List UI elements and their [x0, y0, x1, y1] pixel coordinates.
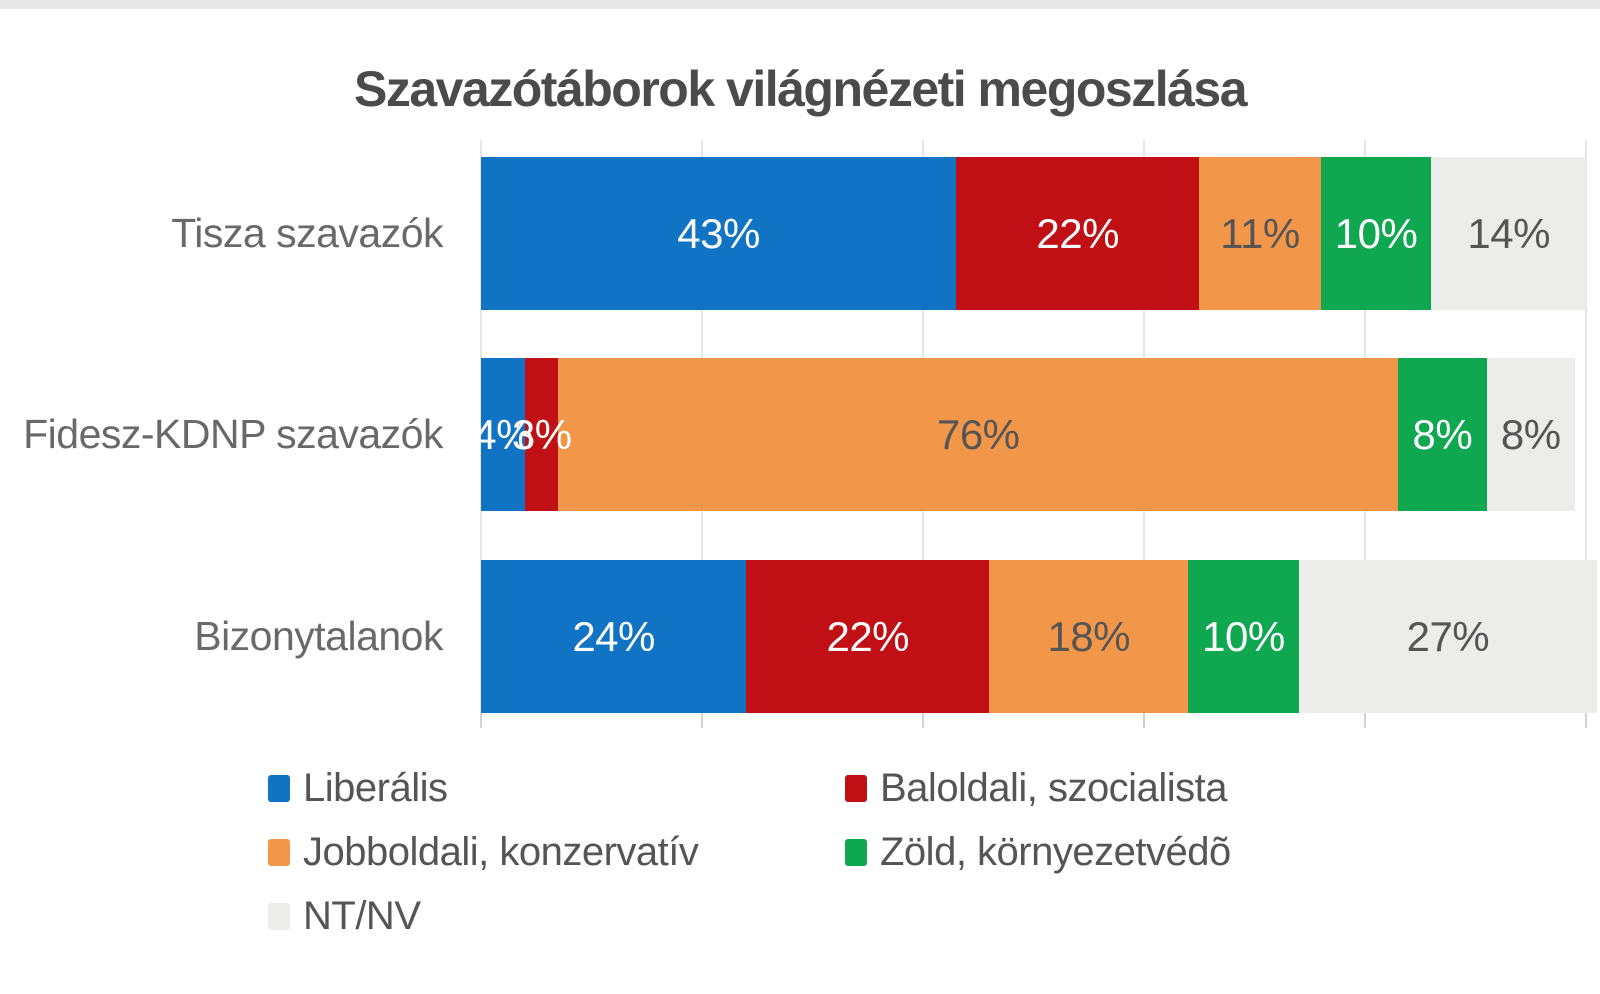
value-label: 4% [473, 410, 533, 458]
chart-legend: Liberális Baloldali, szocialista Jobboldal… [268, 764, 1231, 940]
bar-segment-bizonytalanok-baloldali-szocialista: 22% [746, 560, 990, 713]
bar-row-tisza-szavaz-k: 43% 22% 11% 10% 14% [481, 157, 1586, 310]
top-border-strip [0, 0, 1600, 9]
bar-segment-fidesz-kdnp-szavaz-k-jobboldali-konzervat-v: 76% [558, 358, 1399, 511]
value-label: 76% [936, 410, 1020, 458]
axis-tick-100 [1585, 713, 1587, 728]
value-label: 22% [826, 612, 910, 660]
category-label-bizonytalanok: Bizonytalanok [194, 613, 443, 659]
legend-label: Baloldali, szocialista [880, 765, 1227, 810]
legend-swatch-z-ld-k-rnyezetv-d [845, 838, 867, 866]
bar-segment-tisza-szavaz-k-nt-nv: 14% [1431, 157, 1586, 310]
bar-segment-bizonytalanok-z-ld-k-rnyezetv-d: 10% [1188, 560, 1299, 713]
legend-item-liber-lis: Liberális [268, 764, 845, 812]
legend-swatch-jobboldali-konzervat-v [268, 838, 290, 866]
value-label: 43% [677, 209, 760, 257]
bar-segment-fidesz-kdnp-szavaz-k-nt-nv: 8% [1486, 358, 1575, 511]
axis-tick-60 [1143, 713, 1145, 728]
axis-tick-40 [922, 713, 924, 728]
legend-label: NT/NV [303, 893, 421, 938]
value-label: 3% [511, 410, 572, 458]
legend-item-baloldali-szocialista: Baloldali, szocialista [845, 764, 1231, 812]
bar-segment-bizonytalanok-nt-nv: 27% [1298, 560, 1598, 713]
value-label: 10% [1202, 612, 1285, 660]
bar-segment-bizonytalanok-liber-lis: 24% [481, 560, 747, 713]
value-label: 14% [1467, 209, 1550, 257]
category-label-tisza-szavaz-k: Tisza szavazók [171, 210, 443, 256]
bar-segment-tisza-szavaz-k-z-ld-k-rnyezetv-d: 10% [1320, 157, 1432, 310]
gridline-100 [1585, 140, 1587, 713]
value-label: 27% [1406, 612, 1490, 660]
legend-swatch-liber-lis [268, 774, 290, 802]
value-label: 10% [1334, 209, 1418, 257]
axis-tick-80 [1364, 713, 1366, 728]
value-label: 18% [1047, 612, 1131, 660]
category-label-fidesz-kdnp-szavaz-k: Fidesz-KDNP szavazók [23, 411, 443, 457]
value-label: 8% [1412, 410, 1473, 458]
bar-segment-fidesz-kdnp-szavaz-k-liber-lis: 4% [473, 358, 533, 511]
bar-segment-fidesz-kdnp-szavaz-k-baloldali-szocialista: 3% [512, 358, 572, 511]
legend-label: Jobboldali, konzervatív [303, 829, 699, 874]
legend-item-nt-nv: NT/NV [268, 892, 845, 940]
legend-label: Liberális [303, 765, 448, 810]
bar-segment-fidesz-kdnp-szavaz-k-z-ld-k-rnyezetv-d: 8% [1398, 358, 1487, 511]
value-label: 24% [572, 612, 655, 660]
legend-item-jobboldali-konzervat-v: Jobboldali, konzervatív [268, 828, 845, 876]
value-label: 8% [1500, 410, 1561, 458]
value-label: 11% [1220, 209, 1300, 257]
bar-row-fidesz-kdnp-szavaz-k: 4% 3% 76% 8% 8% [473, 358, 1575, 511]
value-label: 22% [1036, 209, 1119, 257]
axis-tick-0 [480, 713, 482, 728]
axis-tick-20 [701, 713, 703, 728]
legend-swatch-nt-nv [268, 902, 290, 930]
bar-row-bizonytalanok: 24% 22% 18% 10% 27% [481, 560, 1598, 713]
bar-segment-bizonytalanok-jobboldali-konzervat-v: 18% [989, 560, 1189, 713]
legend-label: Zöld, környezetvédõ [880, 829, 1231, 874]
bar-segment-tisza-szavaz-k-jobboldali-konzervat-v: 11% [1199, 157, 1321, 310]
bar-segment-tisza-szavaz-k-liber-lis: 43% [481, 157, 957, 310]
legend-item-z-ld-k-rnyezetv-d: Zöld, környezetvédõ [845, 828, 1231, 876]
legend-swatch-baloldali-szocialista [845, 774, 867, 802]
chart-title: Szavazótáborok világnézeti megoszlása [353, 60, 1248, 117]
bar-segment-tisza-szavaz-k-baloldali-szocialista: 22% [956, 157, 1200, 310]
